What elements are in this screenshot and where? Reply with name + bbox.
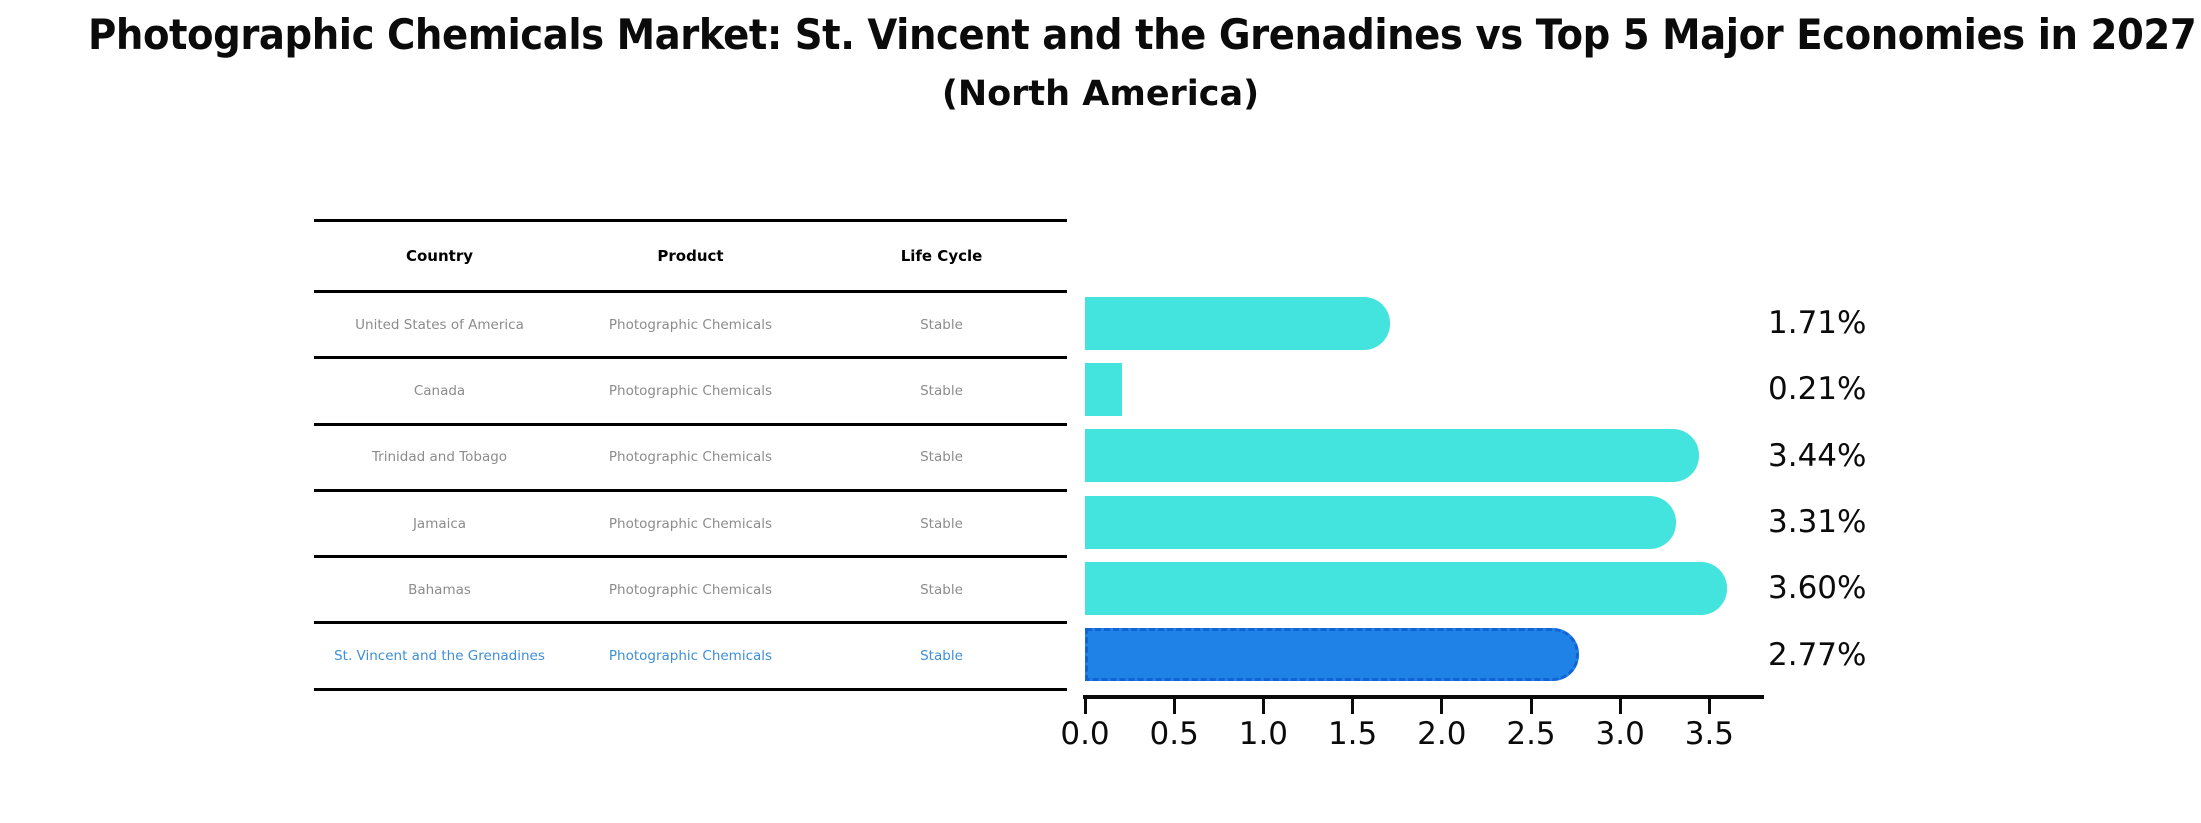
- value-label-column: 1.71% 0.21% 3.44% 3.31% 3.60% 2.77%: [1768, 290, 1968, 688]
- column-header-life-cycle: Life Cycle: [900, 247, 983, 265]
- life-cycle-cell: Stable: [920, 648, 963, 665]
- life-cycle-cell: Stable: [920, 515, 963, 532]
- country-cell: Trinidad and Tobago: [371, 449, 508, 466]
- x-axis-tick: [1172, 699, 1176, 714]
- x-axis-tick: [1529, 699, 1533, 714]
- product-cell: Photographic Chemicals: [608, 515, 773, 532]
- bar-row: [1085, 555, 1785, 621]
- x-axis-tick: [1440, 699, 1444, 714]
- x-axis-line: [1083, 695, 1764, 699]
- table-row-highlighted: St. Vincent and the Grenadines Photograp…: [314, 624, 1067, 691]
- value-row: 2.77%: [1768, 622, 1968, 688]
- country-cell: United States of America: [355, 316, 524, 333]
- product-cell: Photographic Chemicals: [608, 449, 773, 466]
- product-cell: Photographic Chemicals: [608, 581, 773, 598]
- bar-bahamas: [1085, 561, 1728, 615]
- x-axis-tick-label: 1.5: [1327, 716, 1378, 752]
- country-cell: Bahamas: [408, 581, 471, 598]
- table-row: United States of America Photographic Ch…: [314, 293, 1067, 360]
- x-axis-tick-label: 2.0: [1417, 716, 1467, 752]
- life-cycle-cell: Stable: [920, 581, 963, 598]
- x-axis-tick: [1618, 699, 1622, 714]
- chart-subtitle: (North America): [941, 74, 1260, 114]
- bar-st-vincent-highlighted: [1085, 628, 1580, 682]
- column-header-product: Product: [657, 247, 724, 265]
- product-cell: Photographic Chemicals: [608, 648, 773, 665]
- country-table: Country Product Life Cycle United States…: [314, 219, 1067, 691]
- value-label: 2.77%: [1768, 636, 1867, 673]
- country-cell: Canada: [413, 382, 466, 399]
- value-label: 1.71%: [1768, 305, 1867, 342]
- bar-row: [1085, 622, 1785, 688]
- table-row: Trinidad and Tobago Photographic Chemica…: [314, 426, 1067, 492]
- x-axis-tick-label: 3.0: [1595, 716, 1645, 752]
- value-row: 3.60%: [1768, 555, 1968, 621]
- bar-plot-area: [1085, 290, 1785, 688]
- life-cycle-cell: Stable: [920, 316, 963, 333]
- country-cell: St. Vincent and the Grenadines: [334, 648, 545, 665]
- value-label: 3.31%: [1768, 504, 1867, 541]
- table-row: Bahamas Photographic Chemicals Stable: [314, 558, 1067, 625]
- x-axis-tick-label: 3.5: [1684, 716, 1735, 752]
- table-header-row: Country Product Life Cycle: [314, 222, 1067, 293]
- x-axis-tick-label: 0.0: [1060, 716, 1110, 752]
- value-label: 0.21%: [1768, 371, 1867, 408]
- value-row: 0.21%: [1768, 356, 1968, 422]
- product-cell: Photographic Chemicals: [608, 382, 773, 399]
- table-row: Canada Photographic Chemicals Stable: [314, 359, 1067, 426]
- bar-row: [1085, 290, 1785, 356]
- x-axis-tick: [1707, 699, 1711, 714]
- life-cycle-cell: Stable: [920, 449, 963, 466]
- x-axis-tick: [1083, 699, 1087, 714]
- column-header-country: Country: [405, 247, 474, 265]
- country-cell: Jamaica: [412, 515, 467, 532]
- value-row: 3.44%: [1768, 423, 1968, 489]
- value-row: 3.31%: [1768, 489, 1968, 555]
- bar-united-states: [1085, 296, 1391, 350]
- x-axis-tick: [1261, 699, 1265, 714]
- product-cell: Photographic Chemicals: [608, 316, 773, 333]
- bar-row: [1085, 423, 1785, 489]
- bar-trinidad-and-tobago: [1085, 429, 1699, 483]
- bar-canada: [1085, 362, 1123, 416]
- chart-title: Photographic Chemicals Market: St. Vince…: [88, 10, 2197, 59]
- value-label: 3.44%: [1768, 437, 1867, 474]
- bar-row: [1085, 489, 1785, 555]
- life-cycle-cell: Stable: [920, 382, 963, 399]
- x-axis-tick-label: 1.0: [1238, 716, 1289, 752]
- value-label: 3.60%: [1768, 570, 1867, 607]
- x-axis-tick: [1351, 699, 1355, 714]
- x-axis-tick-label: 0.5: [1149, 716, 1199, 752]
- table-row: Jamaica Photographic Chemicals Stable: [314, 492, 1067, 559]
- bar-jamaica: [1085, 495, 1676, 549]
- value-row: 1.71%: [1768, 290, 1968, 356]
- x-axis-tick-label: 2.5: [1506, 716, 1556, 752]
- bar-row: [1085, 356, 1785, 422]
